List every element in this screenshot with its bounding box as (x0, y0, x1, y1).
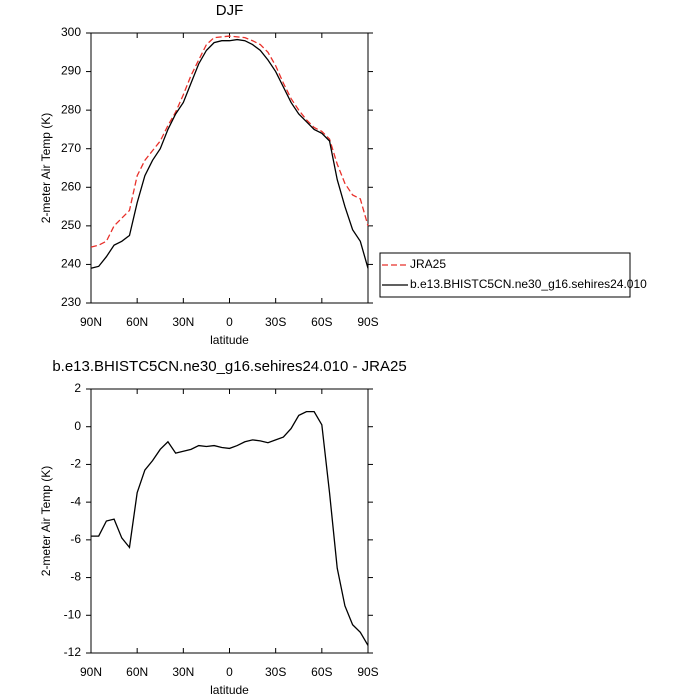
y-tick-label: -10 (64, 607, 82, 621)
y-axis-label: 2-meter Air Temp (K) (39, 113, 53, 223)
y-tick-label: 290 (61, 64, 81, 78)
x-tick-label: 90S (357, 315, 378, 329)
x-tick-label: 30S (265, 315, 286, 329)
x-axis-label: latitude (210, 333, 249, 347)
y-tick-label: 2 (74, 381, 81, 395)
x-tick-label: 60S (311, 665, 332, 679)
x-tick-label: 30S (265, 665, 286, 679)
y-tick-label: 230 (61, 295, 81, 309)
x-tick-label: 90S (357, 665, 378, 679)
y-tick-label: -8 (70, 570, 81, 584)
y-tick-label: 250 (61, 218, 81, 232)
series-line (90, 35, 369, 248)
chart-title: DJF (216, 2, 244, 19)
x-tick-label: 90N (80, 665, 102, 679)
y-tick-label: 280 (61, 102, 81, 116)
legend-label: b.e13.BHISTC5CN.ne30_g16.sehires24.010 (410, 277, 647, 291)
y-tick-label: -6 (70, 532, 81, 546)
y-tick-label: -4 (70, 494, 81, 508)
x-tick-label: 60N (126, 665, 148, 679)
y-tick-label: 240 (61, 257, 81, 271)
x-tick-label: 0 (226, 315, 233, 329)
x-tick-label: 30N (172, 665, 194, 679)
x-axis-label: latitude (210, 683, 249, 697)
x-tick-label: 0 (226, 665, 233, 679)
series-line (90, 38, 369, 269)
chart-title: b.e13.BHISTC5CN.ne30_g16.sehires24.010 -… (52, 358, 406, 375)
x-tick-label: 60N (126, 315, 148, 329)
y-tick-label: 260 (61, 179, 81, 193)
plot-frame (90, 388, 369, 654)
y-tick-label: 0 (74, 419, 81, 433)
y-tick-label: -12 (64, 645, 82, 659)
y-tick-label: 300 (61, 25, 81, 39)
x-tick-label: 30N (172, 315, 194, 329)
plot-frame (90, 32, 369, 304)
x-tick-label: 60S (311, 315, 332, 329)
y-tick-label: 270 (61, 141, 81, 155)
legend-label: JRA25 (410, 257, 446, 271)
y-axis-label: 2-meter Air Temp (K) (39, 466, 53, 576)
y-tick-label: -2 (70, 457, 81, 471)
legend-box (379, 252, 631, 298)
x-tick-label: 90N (80, 315, 102, 329)
series-line (91, 410, 369, 646)
